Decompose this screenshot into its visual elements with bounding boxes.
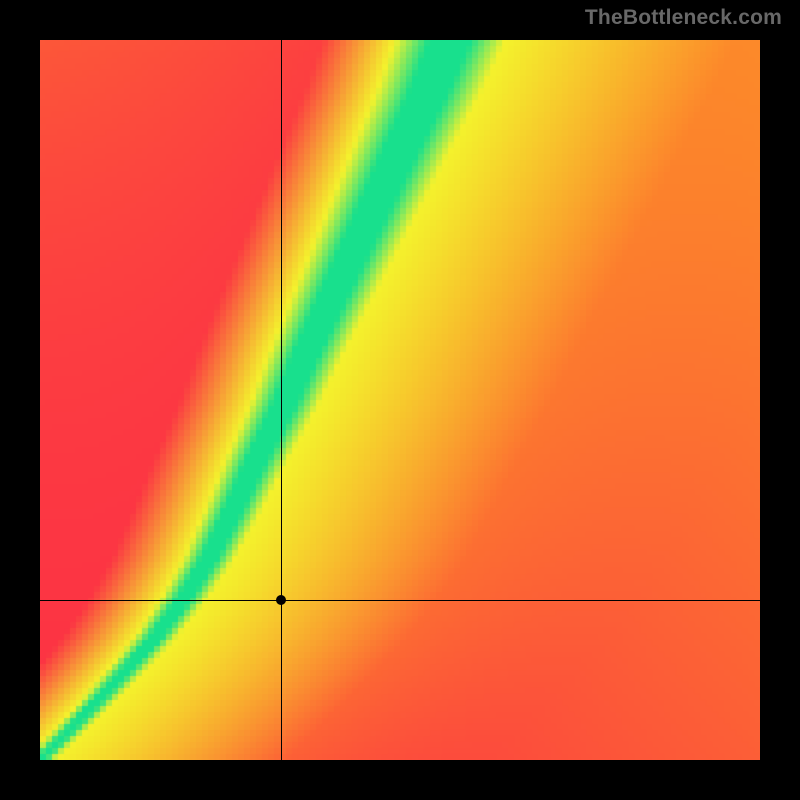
bottleneck-heatmap <box>40 40 760 760</box>
watermark-text: TheBottleneck.com <box>585 6 782 30</box>
crosshair-horizontal <box>40 600 760 601</box>
marker-dot <box>276 595 286 605</box>
crosshair-vertical <box>281 40 282 760</box>
plot-area <box>40 40 760 760</box>
